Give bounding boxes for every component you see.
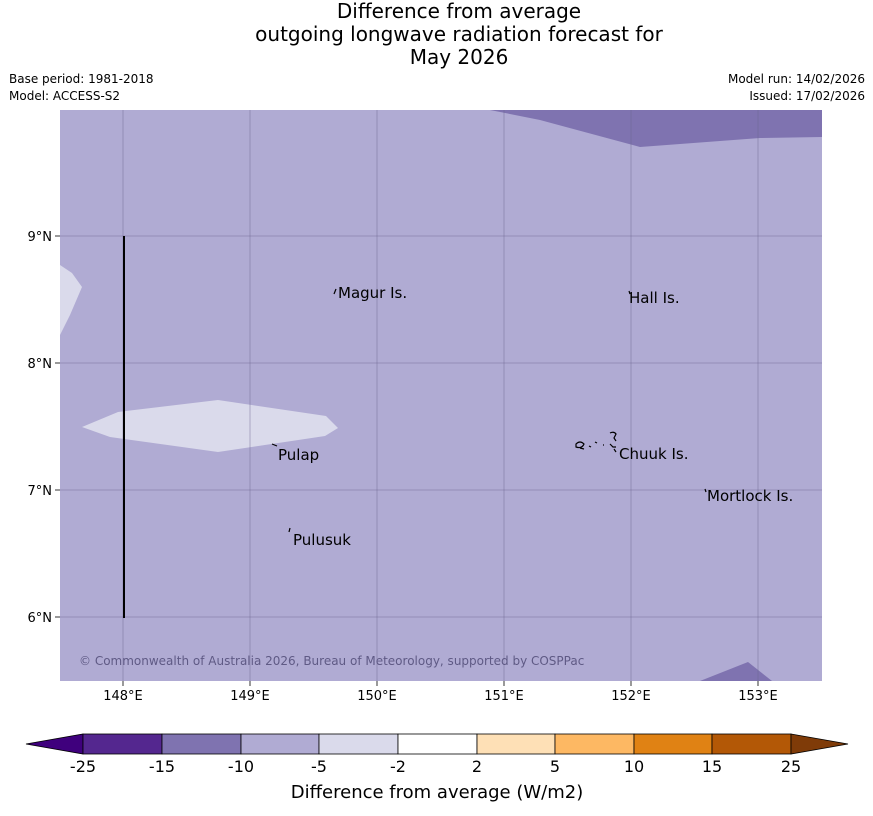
- colorbar-tick: 25: [781, 757, 801, 776]
- place-label-mortlock: Mortlock Is.: [707, 487, 793, 505]
- colorbar-tick: 2: [472, 757, 482, 776]
- lat-tick-8n: 8°N: [28, 357, 53, 372]
- place-label-pulap: Pulap: [278, 446, 319, 464]
- lat-tick-9n: 9°N: [28, 230, 53, 245]
- colorbar-tick: -25: [70, 757, 96, 776]
- lon-axis: 148°E 149°E 150°E 151°E 152°E 153°E: [103, 681, 778, 704]
- olr-band-minus15-minus10-north: [490, 110, 822, 147]
- magur-island-icon: [333, 288, 337, 295]
- meta-right: Model run: 14/02/2026 Issued: 17/02/2026: [728, 71, 865, 105]
- colorbar-extend-high: [790, 733, 849, 755]
- base-period: Base period: 1981-2018: [9, 72, 154, 86]
- colorbar-tick: -2: [390, 757, 406, 776]
- title-line-3: May 2026: [409, 45, 509, 69]
- hall-island-icon: [628, 290, 631, 295]
- colorbar-segment: [240, 733, 320, 755]
- colorbar-segment: [476, 733, 556, 755]
- olr-band-minus15-minus10-south: [700, 662, 772, 681]
- colorbar-segment: [554, 733, 635, 755]
- title-line-2: outgoing longwave radiation forecast for: [255, 22, 663, 46]
- lat-axis: 9°N 8°N 7°N 6°N: [28, 230, 60, 626]
- olr-band-minus10-minus5: [60, 110, 822, 681]
- title-line-1: Difference from average: [336, 0, 582, 23]
- copyright-notice: © Commonwealth of Australia 2026, Bureau…: [79, 654, 584, 668]
- place-label-chuuk: Chuuk Is.: [619, 445, 688, 463]
- colorbar-tick: 5: [550, 757, 560, 776]
- meta-left: Base period: 1981-2018 Model: ACCESS-S2: [9, 71, 154, 105]
- lon-tick-152e: 152°E: [611, 689, 651, 704]
- colorbar-segment: [397, 733, 478, 755]
- lon-tick-150e: 150°E: [357, 689, 397, 704]
- colorbar-extend-low: [25, 733, 84, 755]
- place-label-pulusuk: Pulusuk: [293, 531, 351, 549]
- colorbar-segment: [633, 733, 713, 755]
- chart-title: Difference from average outgoing longwav…: [0, 0, 873, 69]
- island-markers: [271, 288, 707, 533]
- olr-band-minus5-minus2-west: [60, 265, 82, 335]
- place-label-magur: Magur Is.: [338, 284, 407, 302]
- pulusuk-island-icon: [288, 527, 291, 533]
- colorbar-tick: -10: [228, 757, 254, 776]
- colorbar-label: Difference from average (W/m2): [291, 782, 583, 803]
- place-label-hall: Hall Is.: [629, 289, 680, 307]
- colorbar-segment: [318, 733, 399, 755]
- model-run: Model run: 14/02/2026: [727, 72, 865, 86]
- colorbar-tick: -15: [149, 757, 175, 776]
- mortlock-island-icon: [704, 488, 707, 493]
- colorbar-segment: [82, 733, 163, 755]
- lon-tick-153e: 153°E: [738, 689, 778, 704]
- colorbar: -25 -15 -10 -5 -2 2 5 10 15 25 Differenc…: [25, 733, 849, 803]
- model-name: Model: ACCESS-S2: [9, 89, 121, 103]
- pulap-island-icon: [271, 443, 278, 447]
- olr-band-minus5-minus2-central: [82, 400, 338, 452]
- lon-tick-151e: 151°E: [484, 689, 524, 704]
- colorbar-segment: [711, 733, 792, 755]
- colorbar-tick: -5: [311, 757, 327, 776]
- colorbar-segment: [161, 733, 242, 755]
- map-panel: Magur Is. Hall Is. Pulap Chuuk Is. Mortl…: [60, 110, 822, 681]
- colorbar-tick: 15: [702, 757, 722, 776]
- colorbar-tick: 10: [624, 757, 644, 776]
- issued-date: Issued: 17/02/2026: [749, 89, 865, 103]
- lon-tick-148e: 148°E: [103, 689, 143, 704]
- lat-tick-7n: 7°N: [28, 484, 53, 499]
- chuuk-lagoon-icon: [575, 431, 617, 453]
- lat-tick-6n: 6°N: [28, 611, 53, 626]
- lon-tick-149e: 149°E: [230, 689, 270, 704]
